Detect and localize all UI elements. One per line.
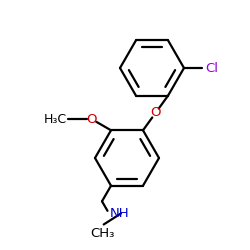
Text: Cl: Cl <box>205 62 218 74</box>
Text: NH: NH <box>110 207 130 220</box>
Text: O: O <box>87 113 97 126</box>
Text: H₃C: H₃C <box>44 113 67 126</box>
Text: O: O <box>150 106 161 120</box>
Text: CH₃: CH₃ <box>90 226 114 239</box>
